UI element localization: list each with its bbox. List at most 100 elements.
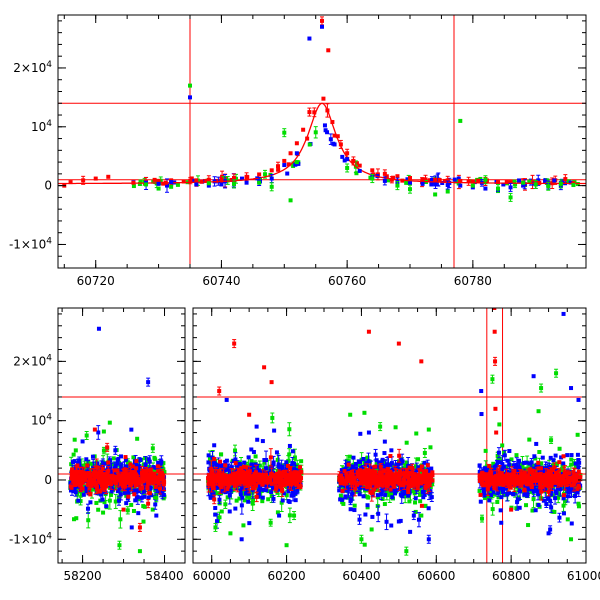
data-point-red — [419, 359, 424, 364]
data-point — [137, 472, 142, 477]
data-point — [129, 502, 134, 507]
data-point — [147, 472, 152, 477]
data-point — [561, 493, 566, 498]
data-point — [101, 429, 106, 434]
data-point — [403, 474, 408, 479]
y-tick-label: -1×104 — [9, 531, 52, 546]
data-point — [573, 461, 578, 466]
data-point — [285, 171, 290, 176]
data-point — [70, 469, 75, 474]
data-point — [357, 492, 362, 497]
y-tick-label: -1×104 — [9, 236, 52, 251]
data-point-green — [395, 181, 400, 191]
x-tick-label: 60400 — [342, 569, 380, 583]
data-point — [340, 154, 345, 159]
data-point — [239, 176, 244, 181]
data-point — [272, 478, 277, 483]
data-point — [124, 501, 129, 506]
plot-area — [58, 308, 586, 563]
data-point — [511, 492, 516, 497]
data-point — [284, 460, 289, 465]
data-point — [287, 443, 292, 448]
data-point-red — [217, 386, 222, 396]
data-point — [557, 512, 562, 523]
data-point — [147, 474, 152, 479]
data-point — [266, 489, 271, 494]
data-point-red — [294, 141, 299, 146]
data-point — [85, 503, 90, 514]
data-point-red — [408, 175, 412, 180]
data-point — [85, 463, 90, 468]
data-point — [466, 176, 471, 186]
data-point — [128, 482, 133, 487]
data-point — [370, 514, 375, 519]
data-point — [253, 454, 258, 459]
data-point-blue — [569, 386, 574, 391]
data-point — [126, 494, 131, 499]
data-point-green — [247, 495, 252, 500]
data-point — [112, 471, 117, 476]
data-point — [206, 476, 211, 481]
data-point-red — [494, 430, 499, 435]
data-point — [136, 465, 141, 470]
data-point — [246, 455, 251, 460]
data-point-red — [332, 133, 337, 138]
data-point — [293, 498, 298, 503]
data-point — [260, 439, 265, 444]
data-point-red — [301, 127, 306, 132]
data-point — [517, 458, 522, 463]
data-point — [390, 175, 395, 180]
data-point — [330, 120, 335, 125]
data-point — [290, 449, 295, 454]
data-point-green — [370, 174, 375, 184]
data-point-red — [420, 177, 425, 182]
data-point-green — [269, 182, 274, 192]
data-point-blue — [282, 163, 287, 168]
data-point — [161, 181, 166, 186]
data-point — [239, 496, 244, 515]
data-point-red — [121, 507, 126, 512]
data-point — [419, 464, 424, 469]
data-point — [243, 491, 248, 496]
data-point — [128, 476, 133, 481]
data-point — [120, 484, 125, 489]
data-point — [213, 506, 218, 511]
data-point — [328, 133, 333, 145]
data-point — [236, 471, 241, 476]
data-point-red — [492, 329, 497, 334]
data-point — [125, 480, 130, 485]
data-point — [552, 178, 557, 183]
data-point — [219, 452, 224, 457]
data-point-red — [181, 179, 186, 184]
data-point — [293, 491, 298, 496]
data-point — [80, 476, 85, 490]
data-point — [251, 483, 256, 488]
x-tick-label: 60200 — [267, 569, 305, 583]
data-point — [479, 514, 484, 523]
data-point — [536, 503, 541, 508]
x-tick-label: 61000 — [567, 569, 600, 583]
data-point-green — [571, 183, 576, 188]
data-point — [557, 460, 562, 465]
data-point — [545, 178, 550, 183]
data-point — [223, 463, 228, 468]
data-point-green — [408, 184, 412, 194]
data-point — [238, 486, 243, 495]
data-point — [437, 177, 442, 182]
data-point — [569, 453, 574, 458]
data-point — [134, 474, 139, 479]
data-point — [217, 495, 222, 505]
data-point — [422, 447, 427, 458]
data-point — [90, 454, 95, 459]
data-point — [419, 478, 424, 483]
data-point — [103, 490, 108, 495]
data-point — [345, 478, 350, 483]
data-point-blue — [113, 445, 118, 455]
data-point — [575, 432, 580, 437]
data-point — [515, 497, 520, 502]
data-point — [507, 484, 512, 489]
data-point — [70, 467, 75, 472]
data-point-green — [101, 510, 106, 515]
data-point — [497, 422, 502, 427]
